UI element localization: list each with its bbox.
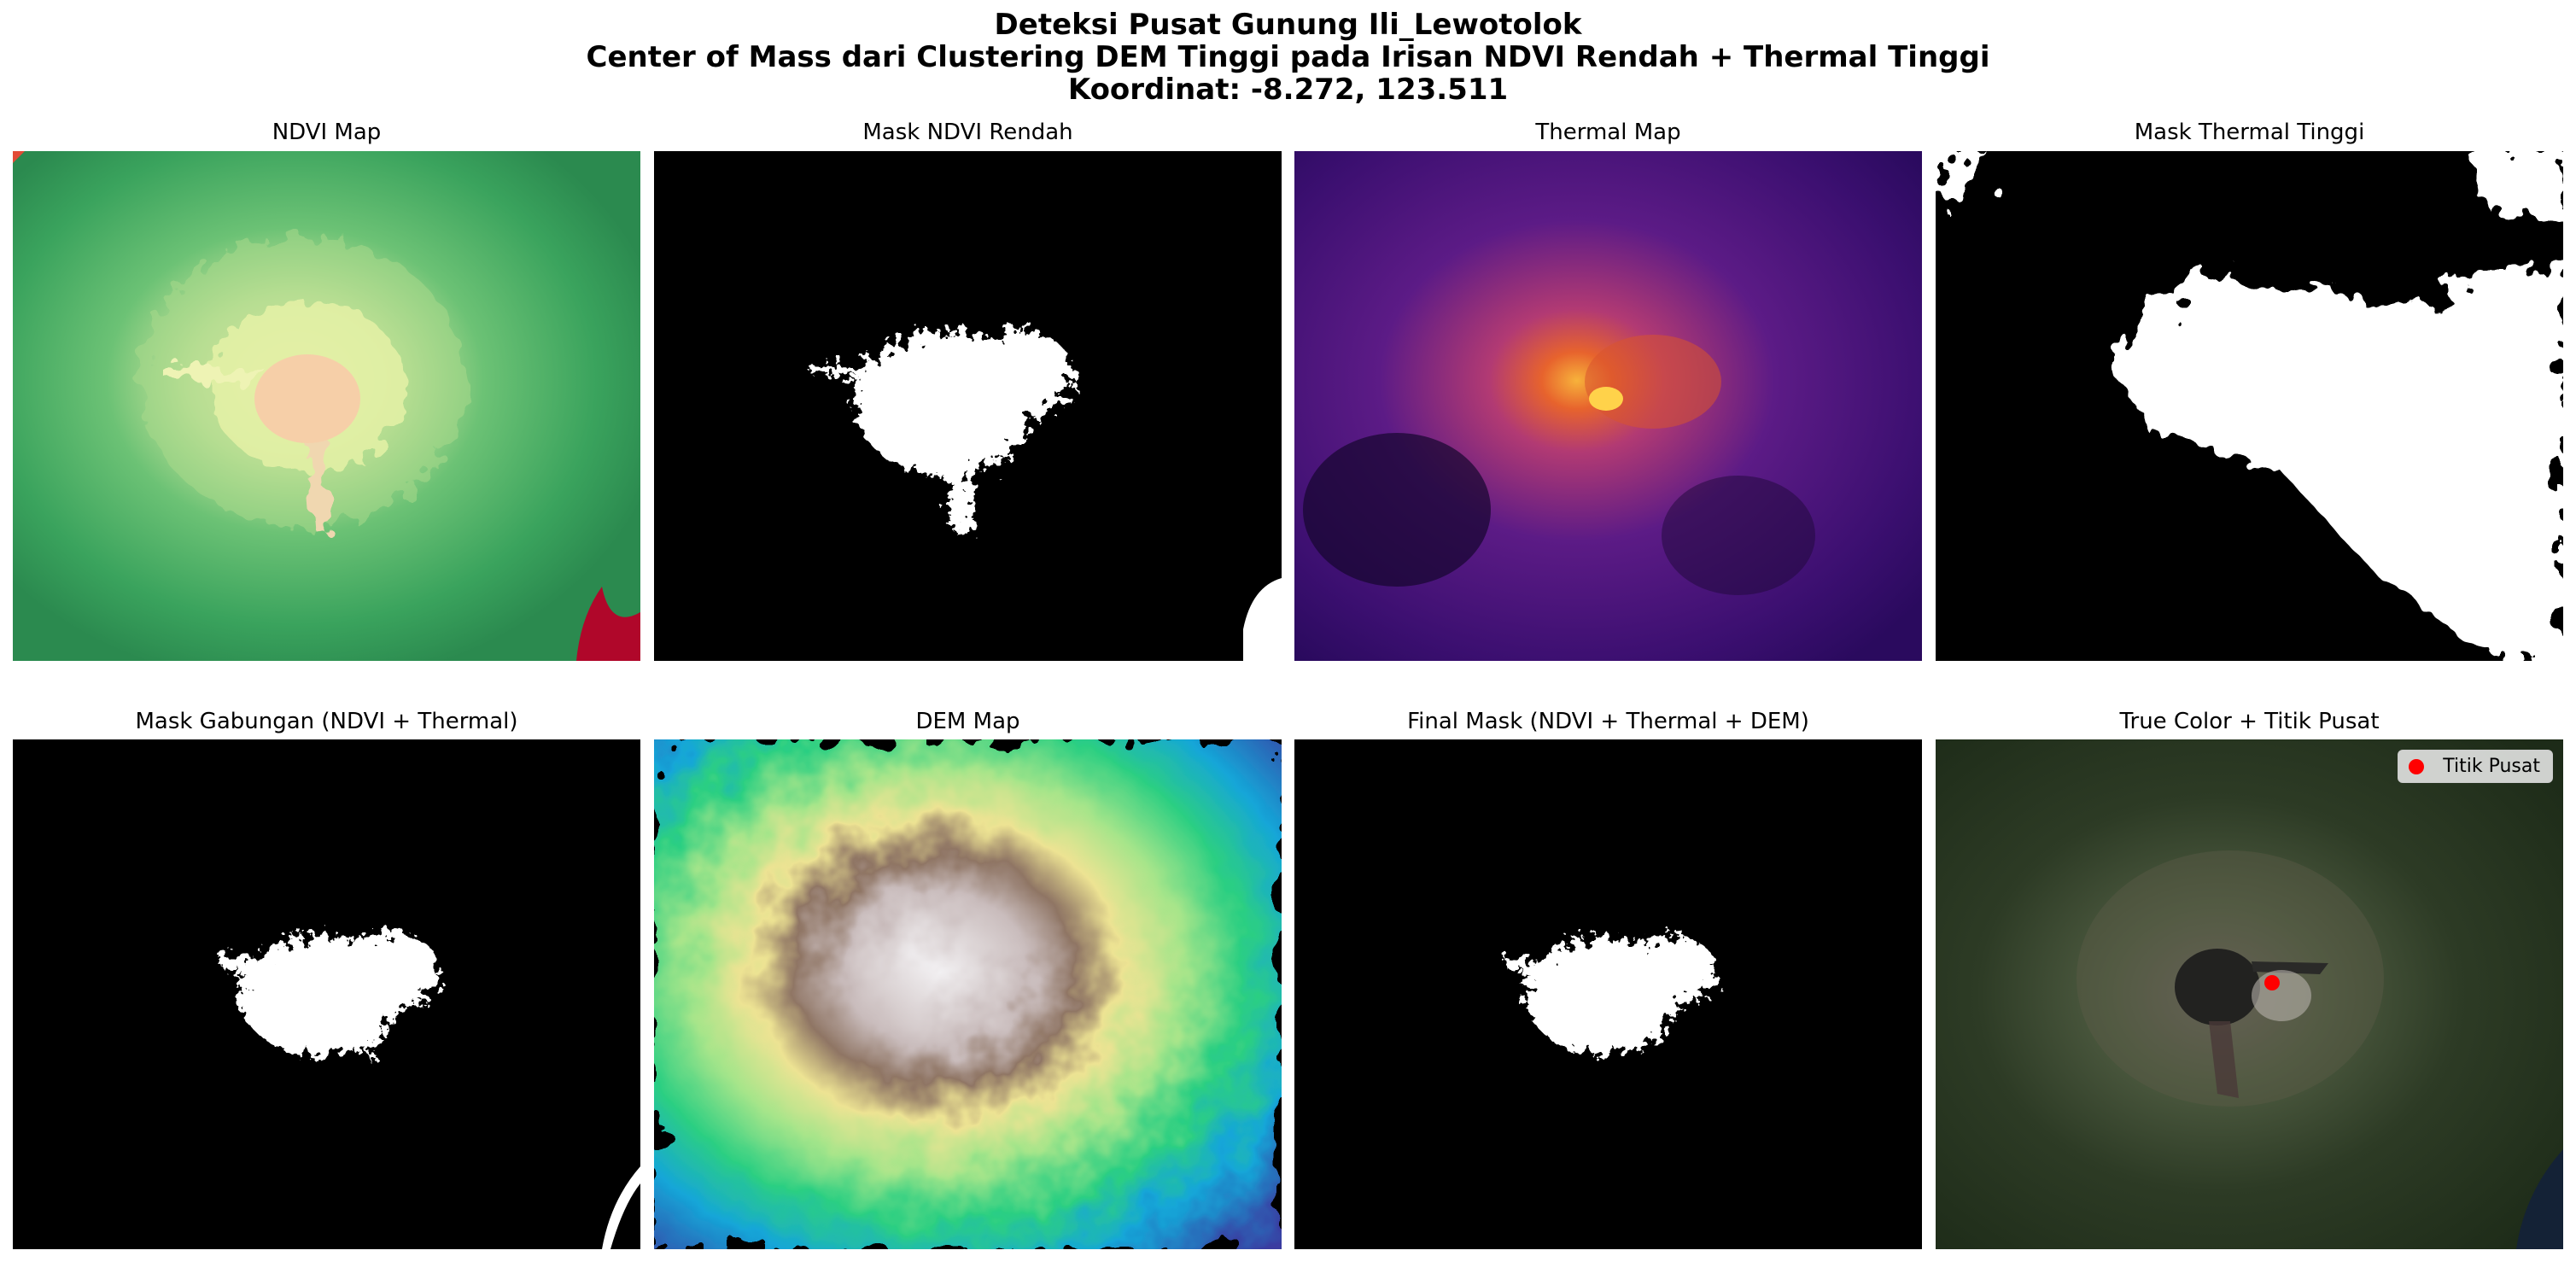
figure-title-line2: Center of Mass dari Clustering DEM Tingg… [586,40,1990,74]
true-color-image: Titik Pusat [1936,739,2563,1249]
panel-title-dem-map: DEM Map [915,709,1020,734]
final-mask-image [1294,739,1922,1249]
figure-title-line3: Koordinat: -8.272, 123.511 [1067,73,1509,107]
panel-title-thermal-map: Thermal Map [1535,120,1681,145]
legend: Titik Pusat [2398,750,2553,783]
dem-map-image [654,739,1282,1249]
panel-title-mask-thermal: Mask Thermal Tinggi [2134,120,2365,145]
panel-title-mask-ndvi: Mask NDVI Rendah [862,120,1073,145]
center-point-marker [2264,975,2280,990]
mask-ndvi-rendah-image [654,151,1282,661]
thermal-map-image [1294,151,1922,661]
panel-title-mask-gabungan: Mask Gabungan (NDVI + Thermal) [135,709,518,734]
panel-title-true-color: True Color + Titik Pusat [2119,709,2380,734]
figure-title-line1: Deteksi Pusat Gunung Ili_Lewotolok [994,8,1582,42]
ndvi-map-image [13,151,640,661]
mask-thermal-tinggi-image [1936,151,2563,661]
legend-marker-icon [2409,758,2425,774]
legend-label: Titik Pusat [2443,756,2540,777]
mask-gabungan-image [13,739,640,1249]
panel-title-ndvi-map: NDVI Map [272,120,382,145]
panel-title-final-mask: Final Mask (NDVI + Thermal + DEM) [1407,709,1809,734]
